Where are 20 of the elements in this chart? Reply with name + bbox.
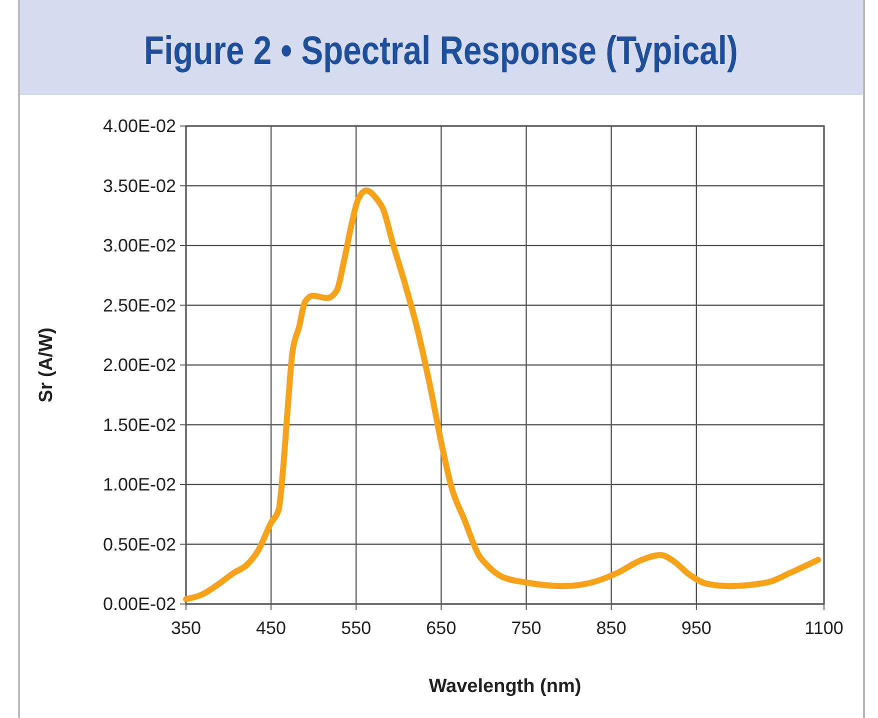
- y-tick-label: 2.50E-02: [102, 295, 176, 316]
- x-tick-label: 350: [170, 618, 202, 638]
- y-tick-label: 3.00E-02: [102, 236, 176, 256]
- x-tick-label: 850: [596, 618, 626, 638]
- y-tick-label: 0.50E-02: [102, 534, 176, 554]
- y-tick-label: 0.00E-02: [102, 594, 176, 614]
- x-tick-label: 450: [256, 618, 286, 638]
- chart-title: Figure 2 • Spectral Response (Typical): [144, 28, 738, 73]
- x-tick-label: 550: [341, 618, 372, 638]
- x-tick-label: 1100: [804, 618, 844, 638]
- x-axis-title: Wavelength (nm): [428, 676, 582, 697]
- x-tick-label: 950: [681, 618, 712, 638]
- y-tick-label: 1.50E-02: [102, 414, 176, 435]
- x-tick-label: 750: [511, 618, 542, 638]
- x-tick-label: 650: [426, 618, 456, 638]
- y-tick-label: 4.00E-02: [102, 116, 176, 136]
- y-tick-label: 3.50E-02: [102, 176, 176, 196]
- y-tick-label: 1.00E-02: [102, 474, 176, 494]
- y-tick-label: 2.00E-02: [102, 355, 176, 375]
- y-axis-title: Sr (A/W): [36, 328, 57, 402]
